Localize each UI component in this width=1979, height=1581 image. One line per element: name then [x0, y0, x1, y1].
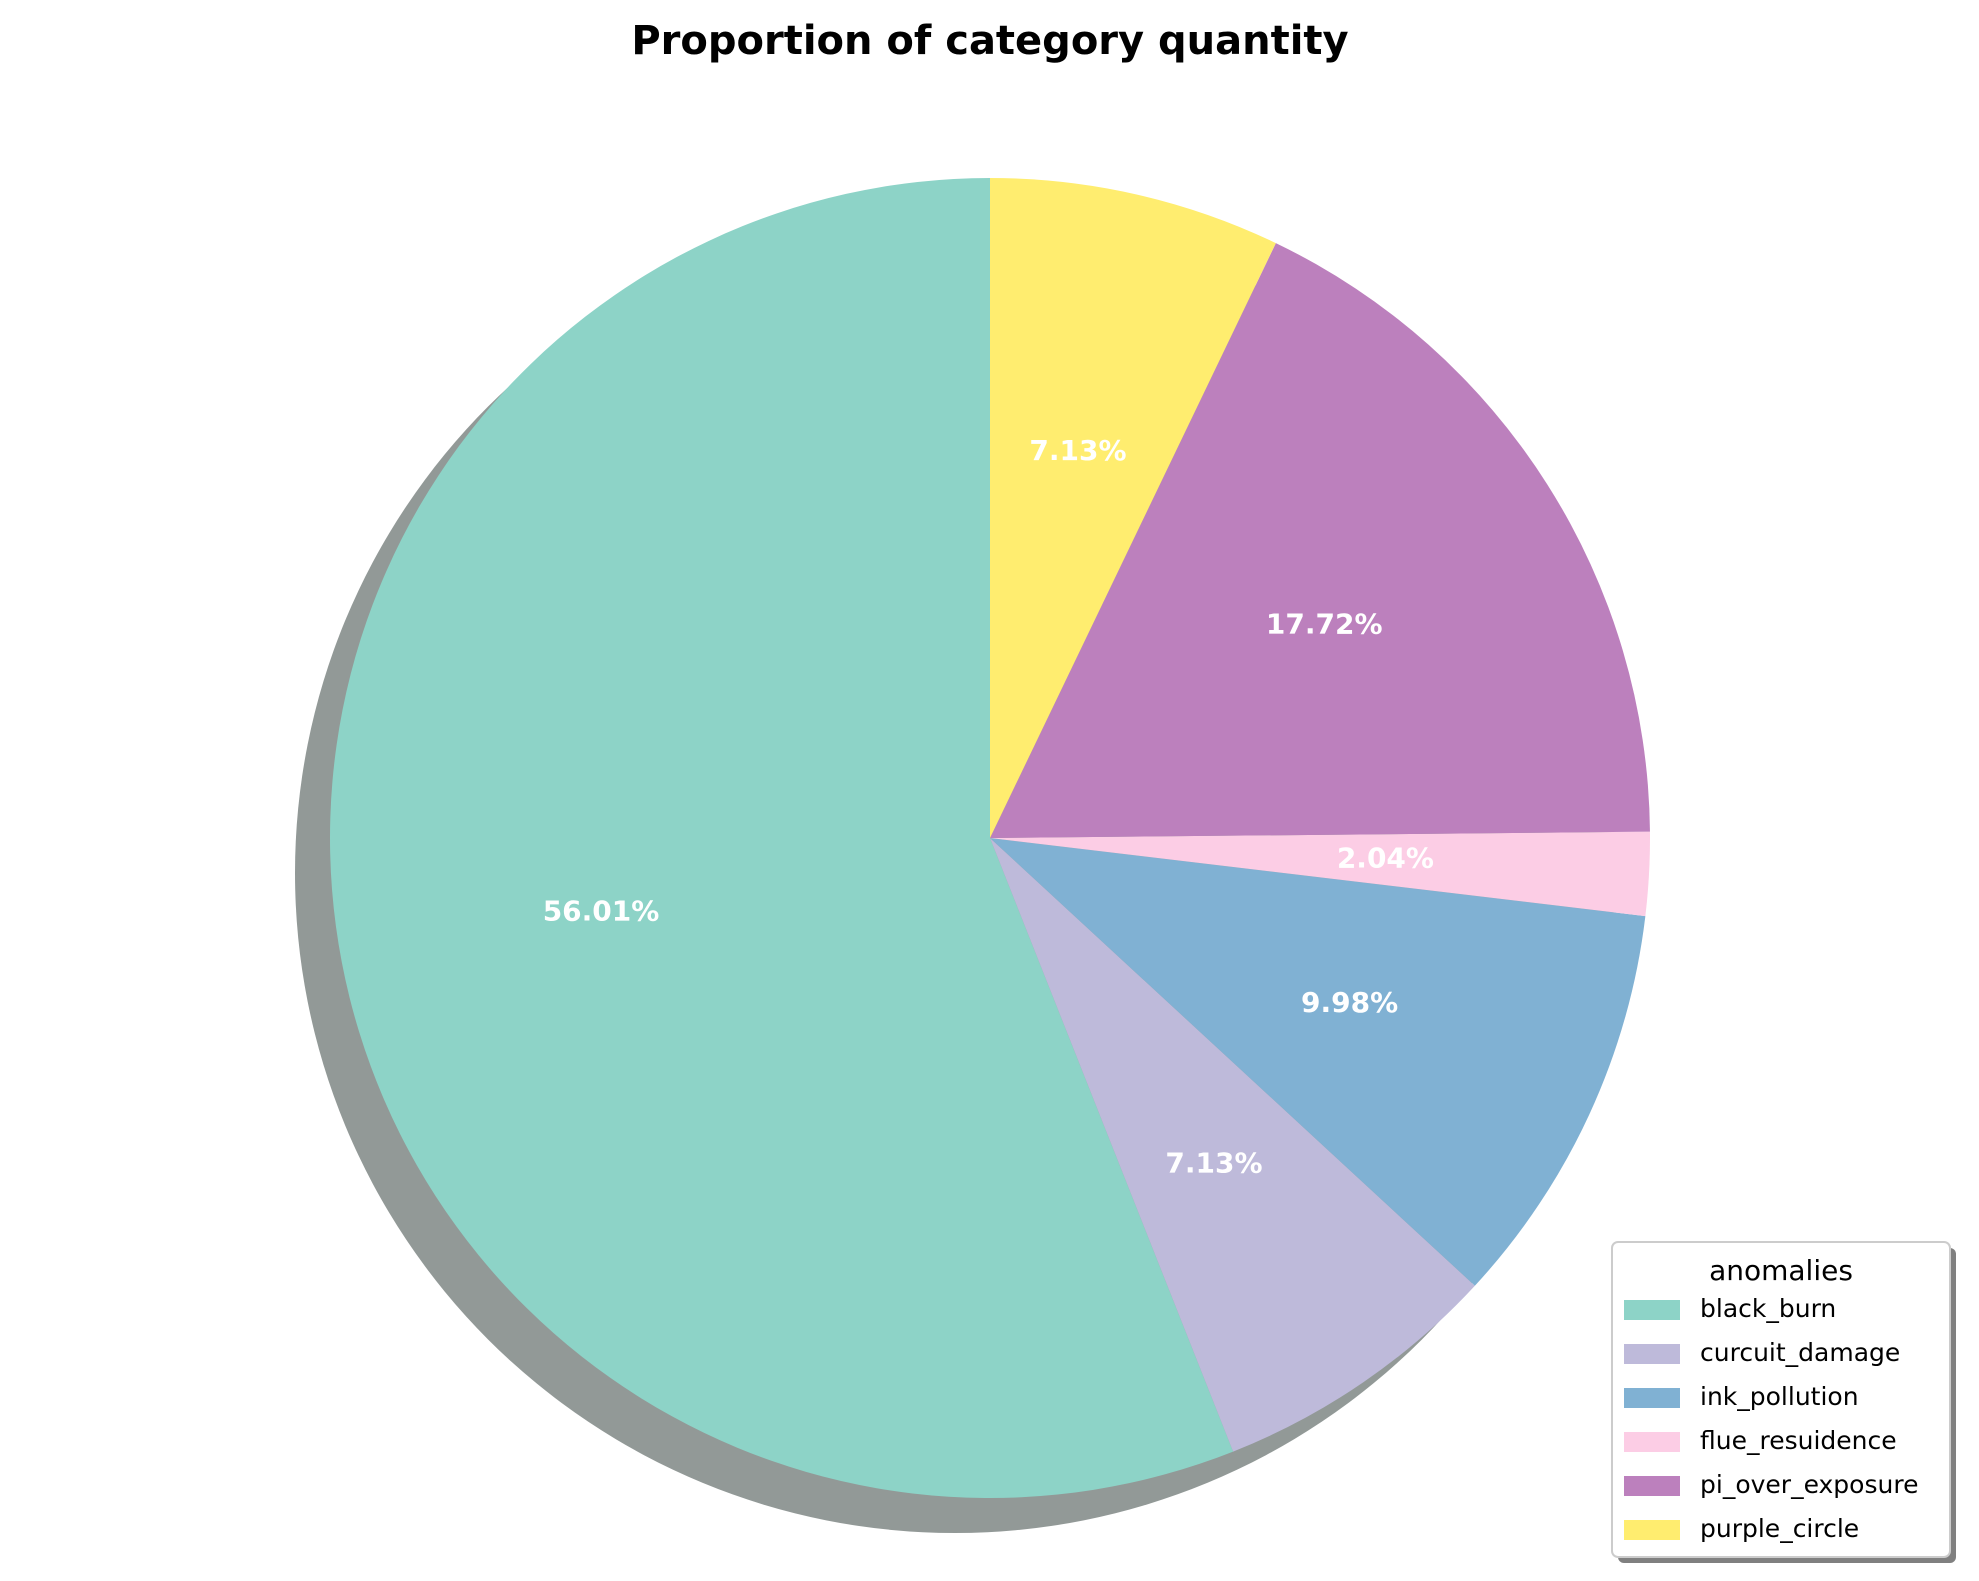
legend-label-purple-circle: purple_circle [1700, 1514, 1859, 1543]
pie-slices [329, 178, 1651, 1498]
legend-label-flue-resuidence: flue_resuidence [1700, 1426, 1897, 1455]
percent-label-black-burn: 56.01% [543, 894, 660, 927]
legend-entries: black_burn curcuit_damage ink_pollutionflu… [1624, 1294, 1918, 1543]
legend-swatch-flue-resuidence [1624, 1432, 1680, 1452]
pie-slice-flue-resuidence [990, 831, 1651, 917]
percent-label-curcuit-damage: 7.13% [1165, 1147, 1262, 1180]
legend-box [1611, 1241, 1951, 1558]
pie-slice-ink-pollution [990, 838, 1646, 1286]
pie-percent-labels: 56.01% 7.13% 9.98% 2.04% 17.72% 7.13% [543, 434, 1434, 1180]
legend-label-black-burn: black_burn [1700, 1294, 1836, 1323]
legend-swatch-ink-pollution [1624, 1388, 1680, 1408]
legend-swatch-curcuit-damage [1624, 1344, 1680, 1364]
chart-title: Proportion of category quantity [631, 18, 1348, 64]
legend: anomalies black_burn curcuit_damage ink_po… [1611, 1241, 1956, 1563]
legend-label-ink-pollution: ink_pollution [1700, 1382, 1859, 1411]
legend-swatch-black-burn [1624, 1300, 1680, 1320]
percent-label-flue-resuidence: 2.04% [1337, 842, 1434, 875]
legend-label-curcuit-damage: curcuit_damage [1700, 1338, 1900, 1367]
legend-label-pi-over-exposure: pi_over_exposure [1700, 1470, 1918, 1499]
percent-label-purple-circle: 7.13% [1029, 434, 1126, 467]
pie-slice-pi-over-exposure [990, 243, 1650, 839]
percent-label-pi-over-exposure: 17.72% [1266, 608, 1383, 641]
percent-label-ink-pollution: 9.98% [1301, 986, 1398, 1019]
pie-slice-curcuit-damage [990, 838, 1475, 1452]
legend-swatch-pi-over-exposure [1624, 1476, 1680, 1496]
pie-slice-black-burn [329, 178, 1234, 1498]
pie-slice-purple-circle [990, 178, 1276, 838]
legend-swatch-purple-circle [1624, 1520, 1680, 1540]
legend-title: anomalies [1709, 1254, 1853, 1287]
